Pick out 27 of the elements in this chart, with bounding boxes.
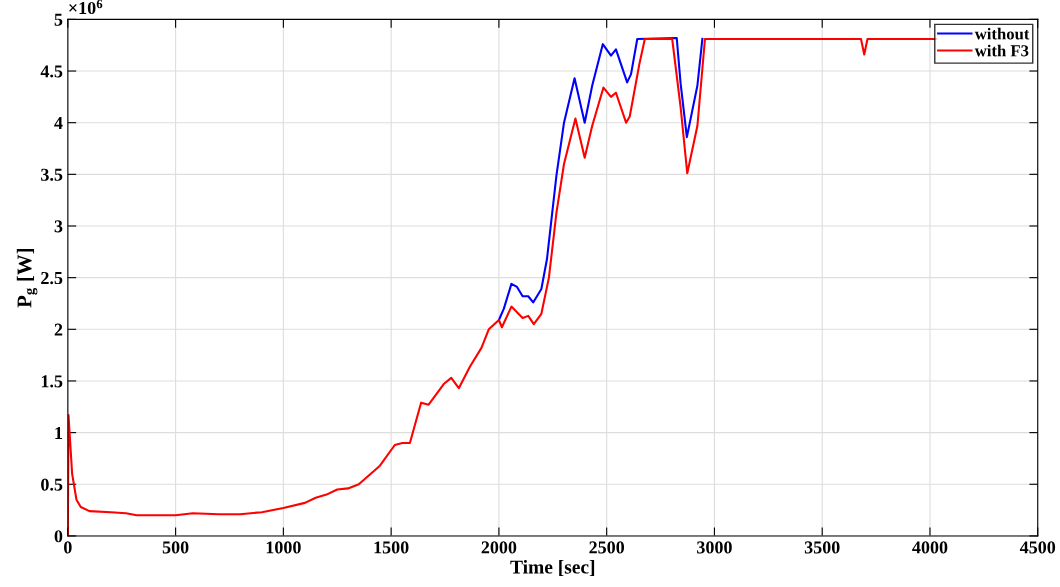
y-tick-label: 2.5 bbox=[41, 271, 63, 285]
x-tick-label: 3000 bbox=[697, 541, 732, 554]
x-axis-title: Time [sec] bbox=[510, 559, 595, 577]
y-axis-title: P$_{g}$ [W] bbox=[16, 248, 38, 308]
x-tick-label: 4500 bbox=[1019, 541, 1056, 554]
x-tick-label: 2500 bbox=[589, 541, 625, 554]
y-tick-label: 2 bbox=[54, 323, 63, 336]
text: ×10$^{6}$ bbox=[69, 0, 103, 15]
y-tick-label: 1.5 bbox=[41, 375, 63, 388]
x-tick-label: 0 bbox=[64, 541, 72, 554]
legend-label: with F3 bbox=[974, 44, 1029, 57]
y-tick-label: 0 bbox=[54, 530, 63, 543]
x-tick-label: 1500 bbox=[374, 541, 409, 554]
y-tick-label: 5 bbox=[54, 13, 63, 26]
x-tick-label: 500 bbox=[162, 541, 189, 554]
line-series bbox=[497, 36, 704, 322]
legend-label: without bbox=[974, 27, 1030, 40]
x-tick-label: 3500 bbox=[804, 541, 840, 554]
y-tick-label: 4 bbox=[54, 117, 63, 129]
x-tick-label: 2000 bbox=[481, 541, 517, 554]
y-tick-label: 3.5 bbox=[41, 168, 63, 181]
y-tick-label: 3 bbox=[54, 220, 63, 233]
y-tick-label: 1 bbox=[55, 426, 63, 439]
x-tick-label: 1000 bbox=[266, 541, 301, 554]
y-tick-label: 4.5 bbox=[40, 65, 63, 78]
y-tick-label: 0.5 bbox=[41, 478, 63, 491]
x-tick-label: 4000 bbox=[912, 541, 948, 554]
